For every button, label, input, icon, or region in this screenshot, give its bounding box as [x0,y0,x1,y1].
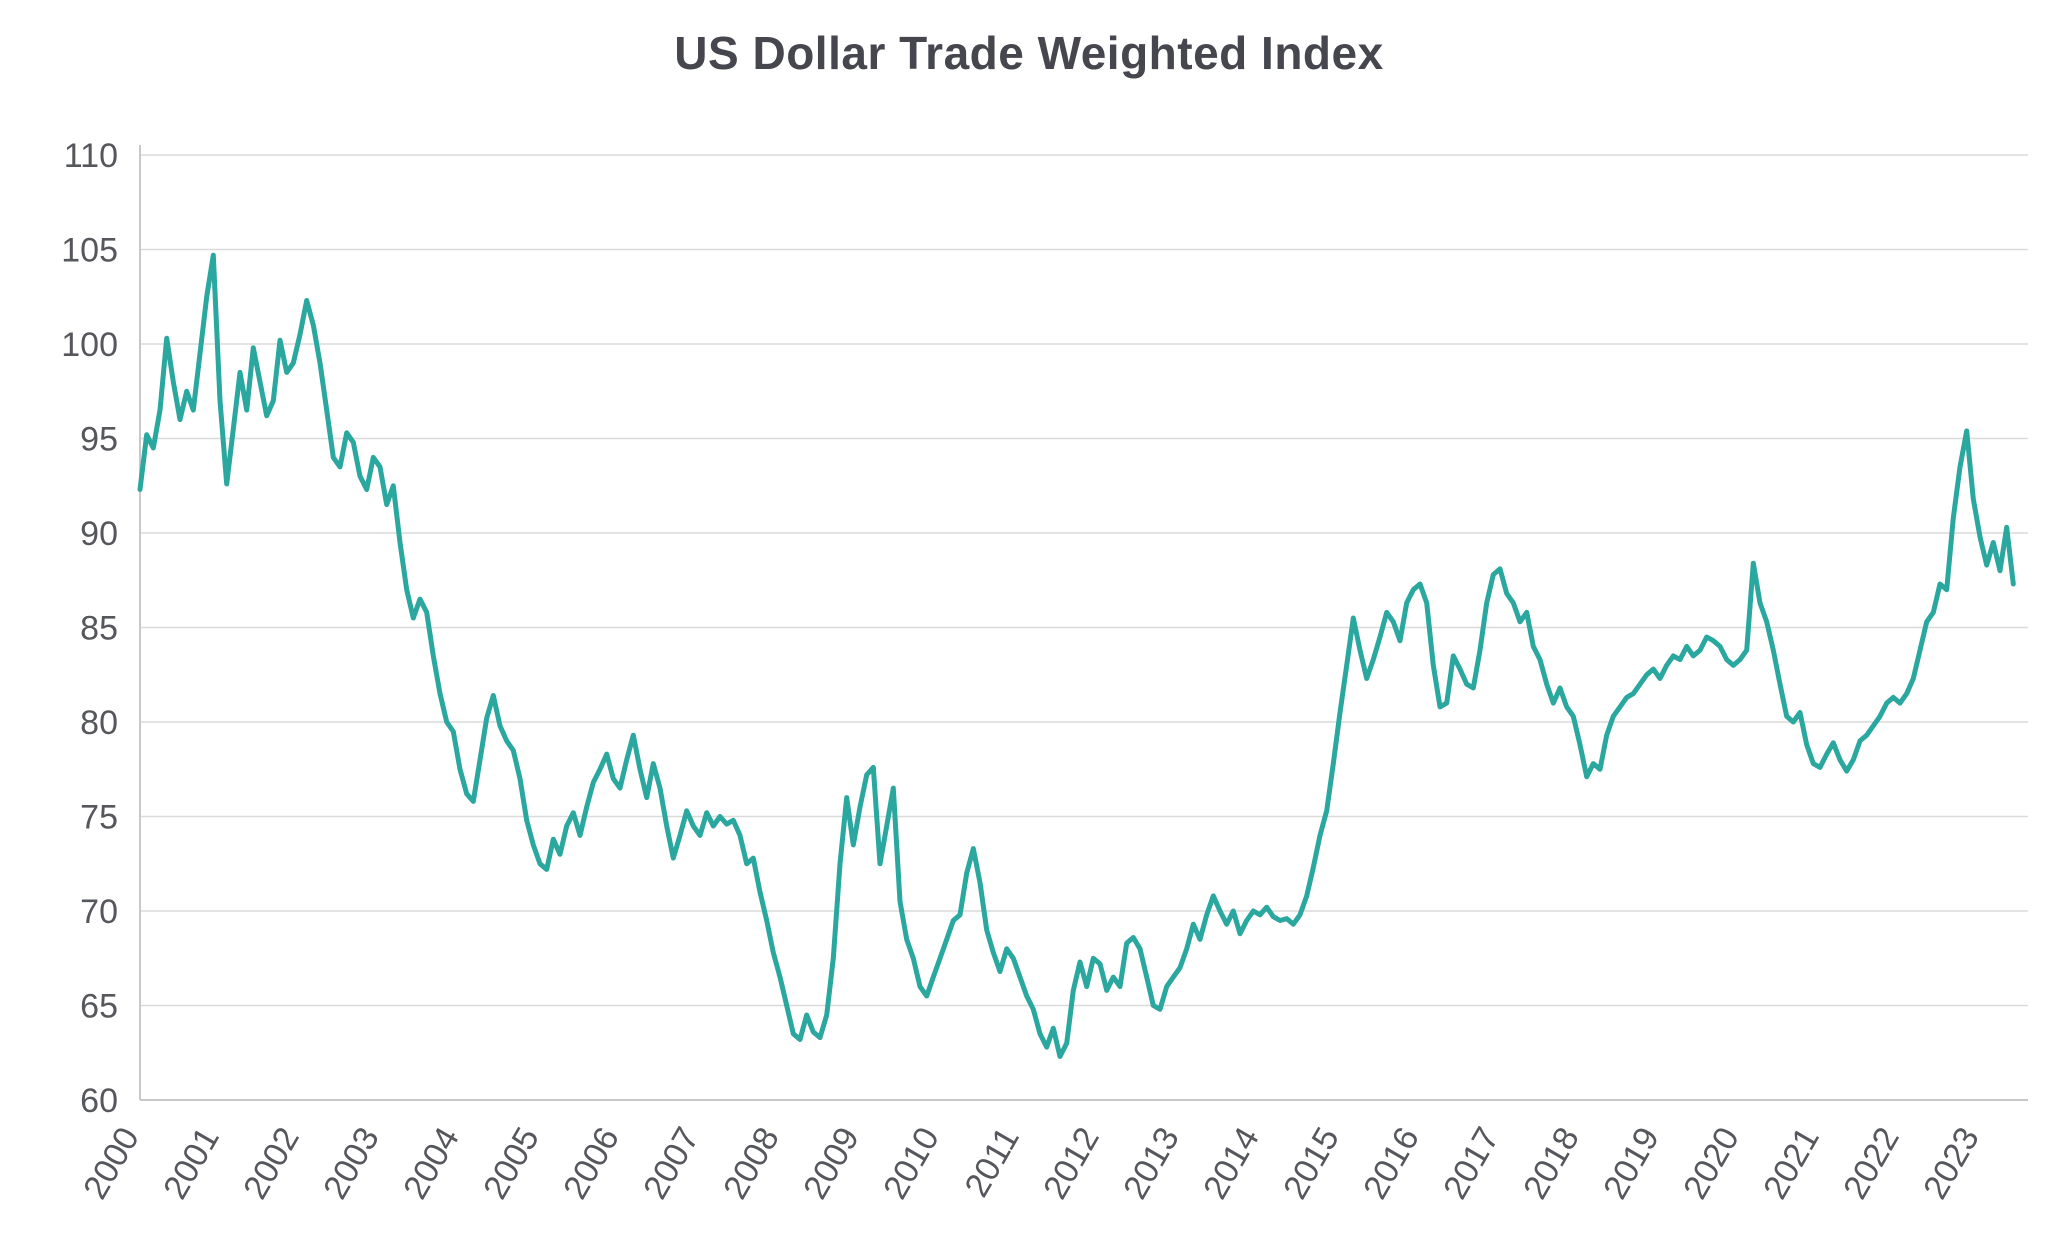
x-tick-label: 2002 [236,1121,307,1206]
x-tick-label: 2009 [796,1121,867,1206]
data-series-line [137,252,2016,1059]
x-tick-label: 2010 [876,1121,947,1206]
x-tick-label: 2012 [1036,1121,1107,1206]
y-tick-label: 80 [80,704,118,742]
y-tick-label: 110 [64,137,118,175]
x-tick-label: 2004 [396,1121,467,1206]
x-tick-label: 2000 [76,1121,147,1206]
x-tick-label: 2018 [1516,1121,1587,1206]
y-tick-label: 90 [80,515,118,553]
y-tick-label: 70 [80,893,118,931]
x-tick-label: 2006 [556,1121,627,1206]
y-tick-label: 95 [80,421,118,459]
y-tick-label: 105 [61,232,118,270]
chart-title: US Dollar Trade Weighted Index [674,27,1384,79]
x-tick-label: 2003 [316,1121,387,1206]
y-tick-label: 60 [80,1082,118,1120]
x-tick-label: 2005 [476,1121,547,1206]
x-tick-label: 2019 [1596,1121,1667,1206]
x-tick-label: 2013 [1116,1121,1187,1206]
y-tick-label: 65 [80,988,118,1026]
x-tick-label: 2015 [1276,1121,1347,1206]
x-tick-label: 2022 [1836,1121,1907,1206]
x-tick-label: 2014 [1196,1121,1267,1206]
y-tick-label: 85 [80,610,118,648]
x-tick-label: 2020 [1676,1121,1747,1206]
x-tick-label: 2021 [1756,1121,1827,1206]
x-tick-label: 2016 [1356,1121,1427,1206]
x-tick-label: 2001 [156,1121,227,1206]
x-tick-label: 2011 [957,1121,1026,1203]
x-tick-label: 2008 [716,1121,787,1206]
x-tick-label: 2023 [1916,1121,1987,1206]
x-tick-label: 2007 [636,1121,707,1206]
y-tick-label: 75 [80,799,118,837]
y-tick-label: 100 [61,326,118,364]
x-tick-label: 2017 [1436,1121,1507,1206]
